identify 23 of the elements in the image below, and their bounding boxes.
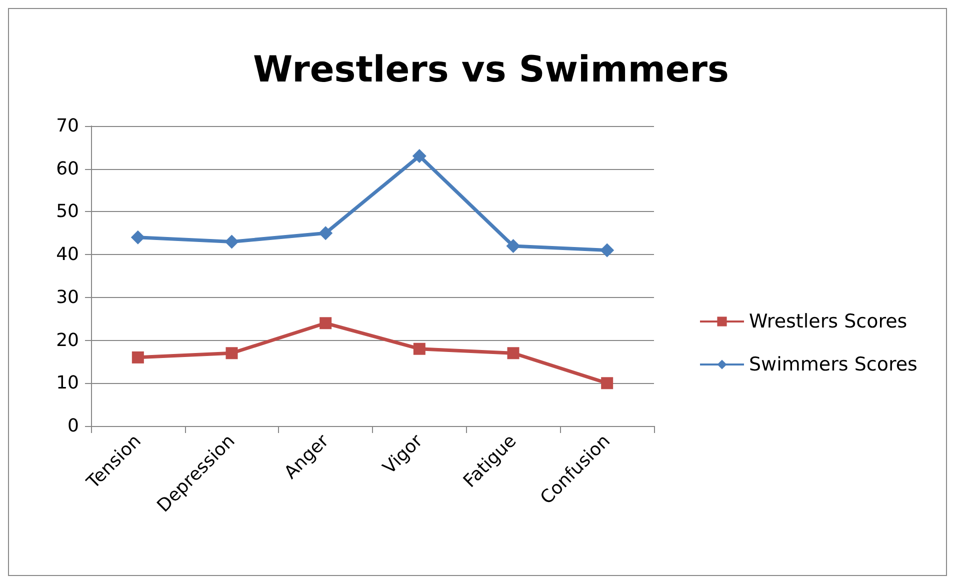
point (412, 149, 426, 163)
y-tick-label: 60 (56, 158, 79, 180)
point (601, 377, 614, 390)
point (413, 342, 426, 355)
point (224, 234, 239, 249)
legend-label: Wrestlers Scores (749, 310, 908, 332)
legend-label: Swimmers Scores (749, 354, 918, 376)
point (600, 243, 614, 258)
point (320, 317, 332, 330)
point (506, 239, 520, 253)
point (132, 351, 144, 364)
y-tick-label: 20 (56, 330, 79, 351)
point (507, 347, 520, 360)
y-tick-label: 50 (56, 201, 79, 222)
y-tick-label: 10 (56, 372, 79, 394)
y-tick-label: 70 (56, 116, 79, 136)
y-tick-label: 40 (56, 244, 79, 266)
y-tick-label: 30 (56, 286, 79, 308)
chart-title: Wrestlers vs Swimmers (253, 50, 729, 90)
point (226, 347, 238, 360)
point (318, 226, 333, 240)
point (130, 230, 145, 244)
y-tick-label: 0 (68, 416, 79, 436)
